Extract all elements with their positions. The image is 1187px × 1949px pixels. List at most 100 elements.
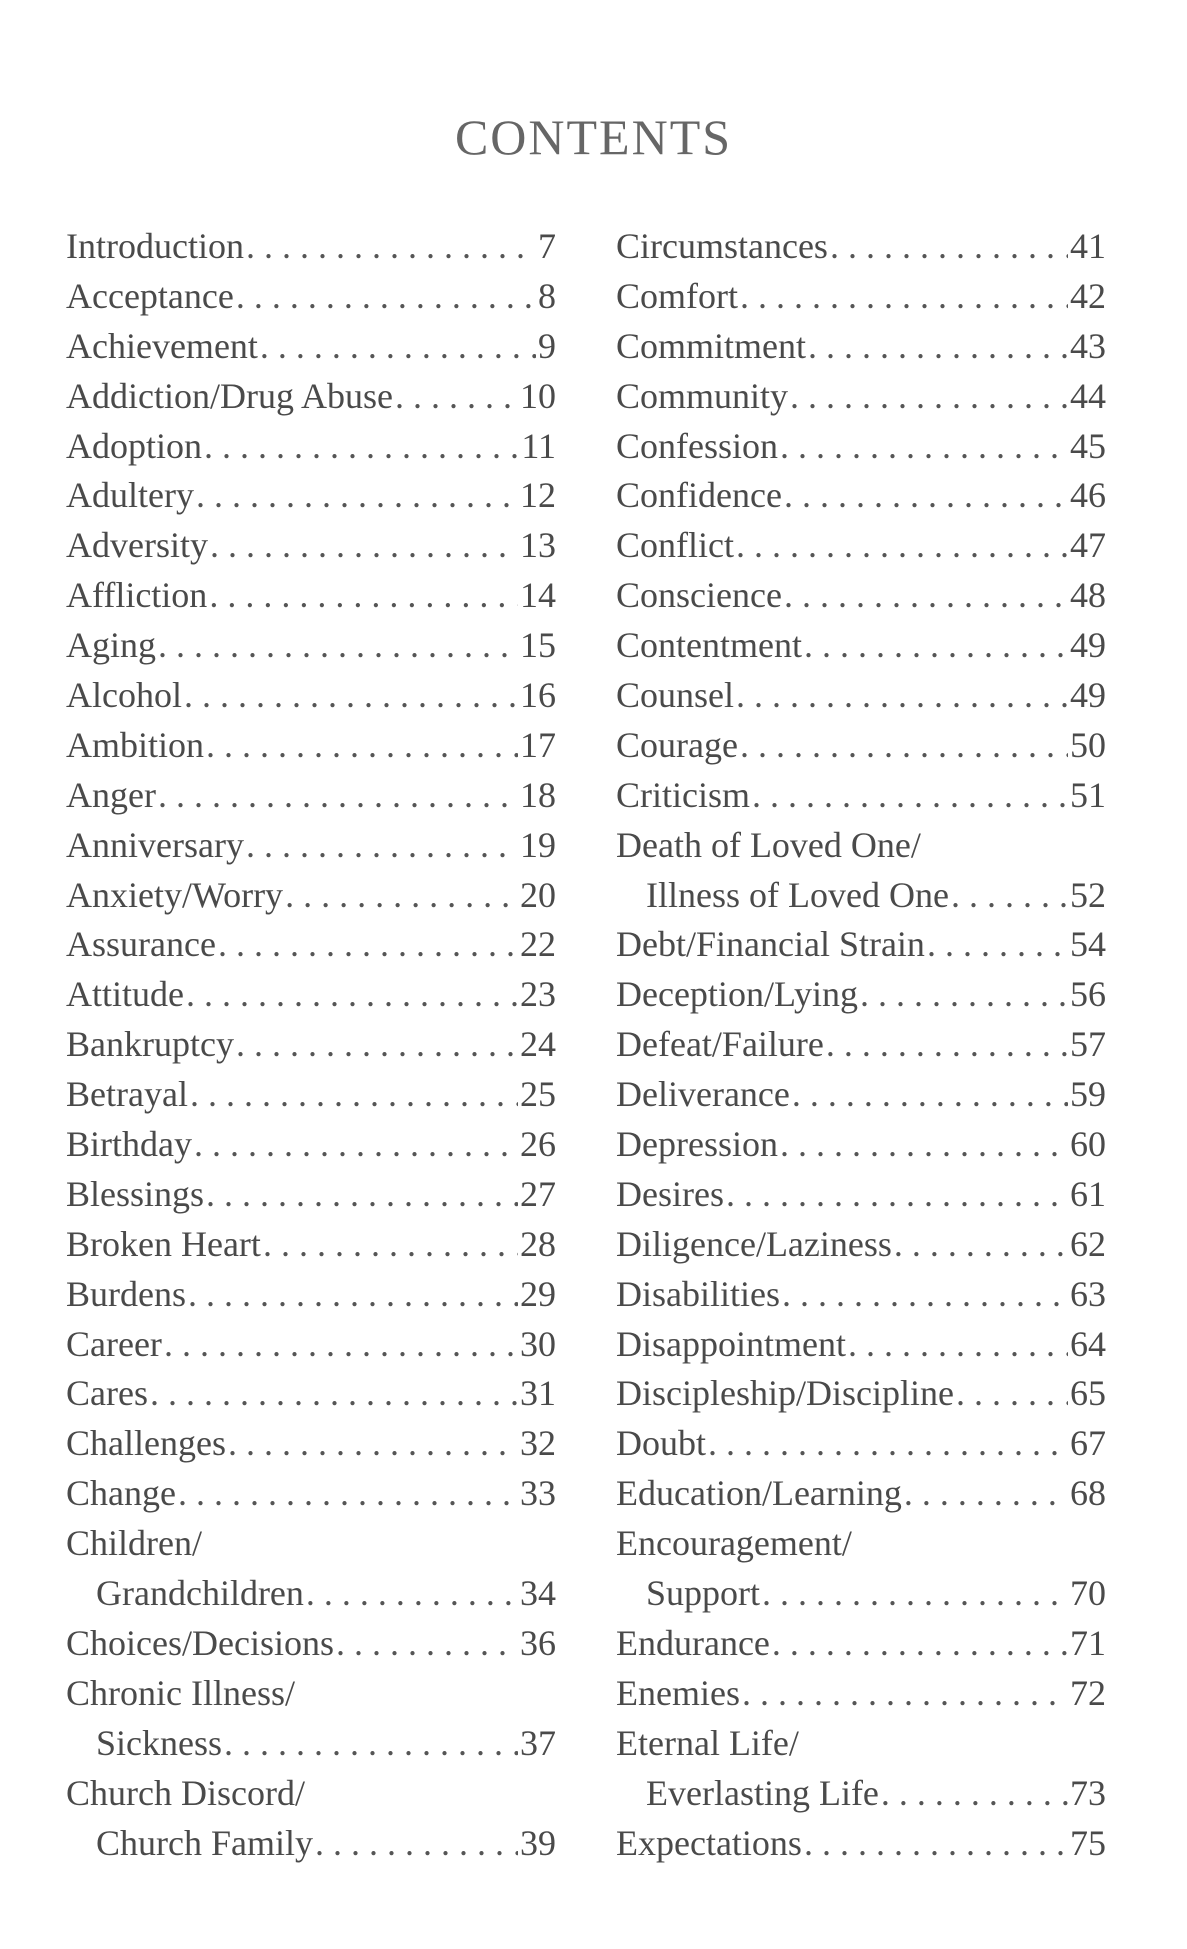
toc-entry-page: 61 <box>1070 1173 1106 1214</box>
toc-entry-page: 27 <box>520 1173 556 1214</box>
toc-entry-label: Discipleship/Discipline <box>616 1373 954 1414</box>
toc-entry-page: 52 <box>1070 874 1106 915</box>
dot-leader <box>158 621 518 671</box>
toc-entry: Enemies 72 <box>616 1669 1106 1719</box>
toc-entry-label: Confidence <box>616 475 782 516</box>
toc-entry-label: Defeat/Failure <box>616 1024 824 1065</box>
dot-leader <box>190 1070 518 1120</box>
toc-entry: Acceptance 8 <box>66 272 556 322</box>
toc-entry: Adversity 13 <box>66 521 556 571</box>
toc-entry: Addiction/Drug Abuse 10 <box>66 372 556 422</box>
toc-entry-label: Everlasting Life <box>646 1772 879 1813</box>
toc-entry: Sickness 37 <box>66 1719 556 1769</box>
toc-entry: Debt/Financial Strain 54 <box>616 920 1106 970</box>
toc-entry-page: 15 <box>520 625 556 666</box>
toc-entry-page: 65 <box>1070 1373 1106 1414</box>
dot-leader <box>772 1619 1068 1669</box>
toc-entry-page: 29 <box>520 1273 556 1314</box>
toc-entry-label: Career <box>66 1323 162 1364</box>
toc-entry: Ambition 17 <box>66 721 556 771</box>
toc-entry-page: 51 <box>1070 774 1106 815</box>
toc-entry: Criticism 51 <box>616 771 1106 821</box>
toc-entry-page: 46 <box>1070 475 1106 516</box>
toc-entry: Support 70 <box>616 1569 1106 1619</box>
toc-entry-page: 48 <box>1070 575 1106 616</box>
dot-leader <box>804 1819 1068 1869</box>
dot-leader <box>158 771 518 821</box>
toc-entry-label: Expectations <box>616 1822 802 1863</box>
toc-entry-label: Challenges <box>66 1423 226 1464</box>
toc-entry-page: 63 <box>1070 1273 1106 1314</box>
dot-leader <box>784 571 1068 621</box>
dot-leader <box>762 1569 1068 1619</box>
toc-entry: Change 33 <box>66 1469 556 1519</box>
toc-entry-label: Comfort <box>616 275 738 316</box>
toc-entry: Grandchildren 34 <box>66 1569 556 1619</box>
toc-entry: Children/ <box>66 1519 556 1569</box>
toc-entry: Aging 15 <box>66 621 556 671</box>
toc-entry-label: Adversity <box>66 525 208 566</box>
toc-entry: Endurance 71 <box>616 1619 1106 1669</box>
toc-entry: Illness of Loved One 52 <box>616 871 1106 921</box>
toc-entry-page: 49 <box>1070 675 1106 716</box>
toc-entry-page: 57 <box>1070 1024 1106 1065</box>
toc-entry-page: 33 <box>520 1473 556 1514</box>
toc-entry: Betrayal 25 <box>66 1070 556 1120</box>
toc-entry-label: Diligence/Laziness <box>616 1223 892 1264</box>
toc-entry-page: 50 <box>1070 724 1106 765</box>
toc-entry: Defeat/Failure 57 <box>616 1020 1106 1070</box>
toc-entry-page: 47 <box>1070 525 1106 566</box>
toc-entry-label: Anger <box>66 774 156 815</box>
toc-entry: Disabilities 63 <box>616 1270 1106 1320</box>
toc-entry-label: Depression <box>616 1124 778 1165</box>
toc-entry: Conscience 48 <box>616 571 1106 621</box>
dot-leader <box>196 471 518 521</box>
toc-entry-label: Enemies <box>616 1672 740 1713</box>
toc-entry-label: Conflict <box>616 525 734 566</box>
toc-entry-page: 73 <box>1070 1772 1106 1813</box>
toc-entry: Adoption 11 <box>66 422 556 472</box>
toc-entry-label: Eternal Life/ <box>616 1722 799 1763</box>
dot-leader <box>830 222 1068 272</box>
toc-entry-page: 42 <box>1070 275 1106 316</box>
dot-leader <box>209 571 518 621</box>
toc-entry-page: 26 <box>520 1124 556 1165</box>
dot-leader <box>260 322 536 372</box>
dot-leader <box>246 821 518 871</box>
toc-entry-page: 19 <box>520 824 556 865</box>
dot-leader <box>204 422 519 472</box>
toc-entry-label: Community <box>616 375 789 416</box>
toc-entry-label: Doubt <box>616 1423 706 1464</box>
dot-leader <box>708 1419 1068 1469</box>
dot-leader <box>178 1469 518 1519</box>
dot-leader <box>742 1669 1068 1719</box>
toc-entry-page: 37 <box>520 1722 556 1763</box>
dot-leader <box>395 372 518 422</box>
toc-right-column: Circumstances41Comfort42Commitment43Comm… <box>616 222 1106 1868</box>
toc-entry-label: Contentment <box>616 625 802 666</box>
dot-leader <box>184 671 518 721</box>
toc-entry-label: Circumstances <box>616 226 828 266</box>
toc-entry-label: Deliverance <box>616 1074 790 1115</box>
toc-entry: Contentment 49 <box>616 621 1106 671</box>
toc-entry-label: Death of Loved One/ <box>616 824 921 865</box>
toc-entry-label: Education/Learning <box>616 1473 902 1514</box>
toc-entry: Circumstances 41 <box>616 222 1106 272</box>
toc-entry: Burdens 29 <box>66 1270 556 1320</box>
toc-entry-label: Disappointment <box>616 1323 846 1364</box>
dot-leader <box>740 272 1068 322</box>
toc-entry: Comfort 42 <box>616 272 1106 322</box>
dot-leader <box>752 771 1068 821</box>
toc-entry-page: 24 <box>520 1024 556 1065</box>
toc-entry-page: 23 <box>520 974 556 1015</box>
dot-leader <box>210 521 518 571</box>
dot-leader <box>792 1070 1068 1120</box>
toc-entry: Challenges 32 <box>66 1419 556 1469</box>
toc-entry-page: 64 <box>1070 1323 1106 1364</box>
dot-leader <box>726 1170 1068 1220</box>
toc-entry-label: Burdens <box>66 1273 186 1314</box>
toc-entry-label: Church Discord/ <box>66 1772 305 1813</box>
toc-entry-label: Aging <box>66 625 156 666</box>
toc-entry-page: 36 <box>520 1622 556 1663</box>
toc-entry-label: Cares <box>66 1373 148 1414</box>
